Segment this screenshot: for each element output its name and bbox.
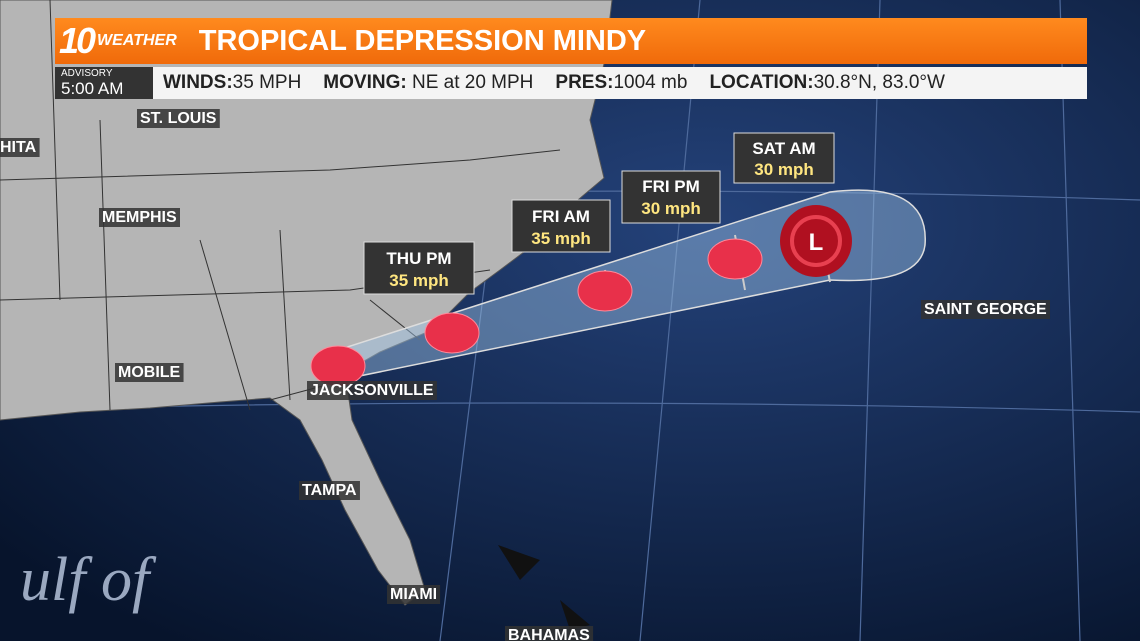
advisory-box: ADVISORY 5:00 AM xyxy=(55,67,153,99)
place: MIAMI xyxy=(390,586,437,603)
border xyxy=(0,149,561,181)
field-label: LOCATION: xyxy=(709,72,814,93)
place-box xyxy=(307,381,437,400)
place-box xyxy=(505,626,594,641)
label-box xyxy=(621,170,721,224)
place: ST. LOUIS xyxy=(140,110,217,127)
place: MOBILE xyxy=(118,364,181,381)
storm-marker xyxy=(707,238,763,280)
forecast-label: FRI AM 35 mph xyxy=(511,199,611,253)
border xyxy=(49,0,61,301)
field-label: MOVING: xyxy=(323,72,407,93)
field-value: 1004 mb xyxy=(613,72,688,93)
forecast-time: FRI AM xyxy=(532,207,590,226)
place: JACKSONVILLE xyxy=(310,382,434,399)
longitude-line xyxy=(859,0,881,641)
advisory-field: LOCATION:30.8°N, 83.0°W xyxy=(709,72,945,94)
label-box xyxy=(733,132,835,184)
islands xyxy=(498,545,590,630)
advisory-field: PRES:1004 mb xyxy=(555,72,687,94)
place-box xyxy=(299,481,360,500)
longitude-line xyxy=(1059,0,1081,641)
field-label: PRES: xyxy=(555,72,614,93)
place-box xyxy=(137,109,220,128)
place-box xyxy=(921,300,1051,319)
place-box xyxy=(99,208,180,227)
place-labels: ST. LOUIS HITA MEMPHIS MOBILE JACKSONVIL… xyxy=(0,109,1051,641)
border xyxy=(369,299,421,341)
header-bar: 10 WEATHER TROPICAL DEPRESSION MINDY xyxy=(55,18,1087,64)
advisory-time: 5:00 AM xyxy=(61,78,124,98)
field-value: NE at 20 MPH xyxy=(411,72,534,93)
advisory-bar: ADVISORY 5:00 AM WINDS:35 MPH MOVING: NE… xyxy=(55,67,1087,99)
field-label: WINDS: xyxy=(163,72,233,93)
forecast-label: THU PM 35 mph xyxy=(363,241,475,295)
border xyxy=(199,239,251,411)
logo-text: WEATHER xyxy=(97,32,177,49)
place: MEMPHIS xyxy=(102,209,177,226)
forecast-labels: THU PM 35 mph FRI AM 35 mph FRI PM 30 mp… xyxy=(363,132,835,295)
forecast-time: FRI PM xyxy=(642,177,700,196)
logo-number: 10 xyxy=(59,20,96,61)
place: ulf of xyxy=(20,546,157,614)
place-box xyxy=(0,138,40,157)
storm-marker xyxy=(577,270,633,312)
forecast-wind: 35 mph xyxy=(531,229,591,248)
place-box xyxy=(387,585,441,604)
place: BAHAMAS xyxy=(508,627,590,641)
forecast-markers xyxy=(310,238,763,387)
place: TAMPA xyxy=(302,482,357,499)
forecast-label: SAT AM 30 mph xyxy=(733,132,835,184)
place: SAINT GEORGE xyxy=(924,301,1047,318)
advisory-field: WINDS:35 MPH xyxy=(163,72,301,94)
border xyxy=(279,229,291,401)
forecast-wind: 30 mph xyxy=(754,160,814,179)
forecast-time: SAT AM xyxy=(752,139,815,158)
field-value: 30.8°N, 83.0°W xyxy=(813,72,945,93)
place-box xyxy=(115,363,184,382)
storm-swirl xyxy=(790,215,842,267)
longitude-line xyxy=(639,0,701,641)
logo: 10 WEATHER xyxy=(59,20,177,62)
place: HITA xyxy=(0,139,37,156)
storm-marker xyxy=(424,312,480,354)
forecast-cone xyxy=(337,189,926,381)
label-box xyxy=(363,241,475,295)
advisory-label: ADVISORY xyxy=(61,67,113,79)
land xyxy=(0,0,613,606)
storm-symbol: L xyxy=(809,229,824,256)
forecast-time: THU PM xyxy=(386,249,451,268)
forecast-wind: 30 mph xyxy=(641,199,701,218)
advisory-field: MOVING: NE at 20 MPH xyxy=(323,72,533,94)
label-box xyxy=(511,199,611,253)
field-value: 35 MPH xyxy=(232,72,302,93)
storm-marker xyxy=(310,345,366,387)
border xyxy=(99,119,111,411)
forecast-label: FRI PM 30 mph xyxy=(621,170,721,224)
storm-center: L xyxy=(780,205,852,277)
title: TROPICAL DEPRESSION MINDY xyxy=(198,24,647,57)
forecast-wind: 35 mph xyxy=(389,271,449,290)
